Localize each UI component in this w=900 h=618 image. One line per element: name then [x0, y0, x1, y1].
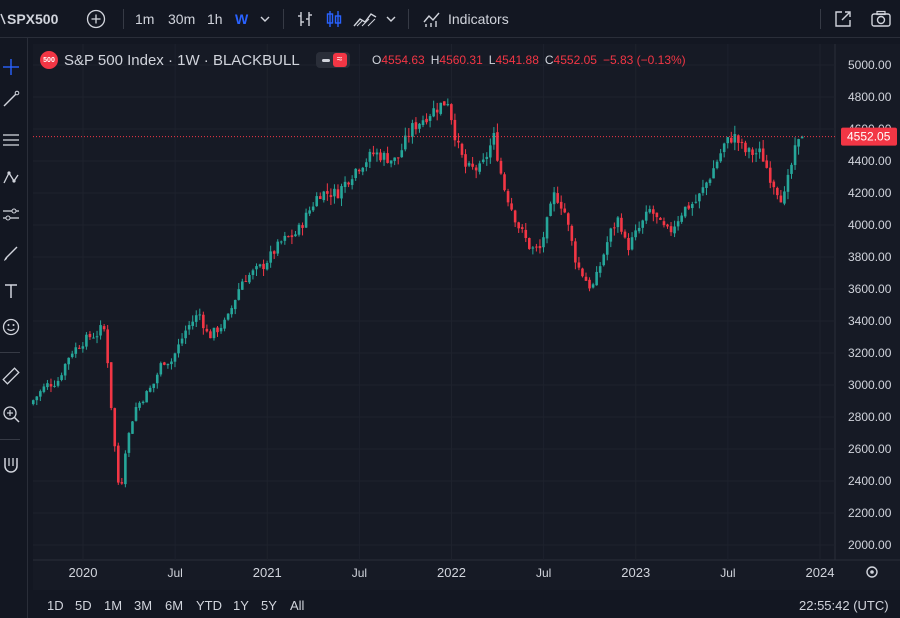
symbol-search[interactable]: SPX500 [7, 0, 58, 38]
pattern-tool[interactable] [0, 167, 22, 189]
text-icon [5, 284, 17, 298]
range-6m[interactable]: 6M [165, 598, 184, 613]
indicators-label: Indicators [448, 11, 509, 27]
close-value: 4552.05 [553, 53, 597, 67]
candles-icon [326, 11, 342, 27]
brush-icon [4, 246, 18, 261]
interval-label: 30m [168, 11, 196, 27]
bars-icon [298, 12, 312, 26]
interval-label: 1m [135, 11, 155, 27]
interval-label: W [235, 11, 249, 27]
symbol-label: SPX500 [7, 11, 59, 27]
crosshair-icon [3, 59, 19, 75]
fib-tool[interactable] [0, 129, 22, 151]
interval-dropdown[interactable] [259, 0, 271, 38]
separator [0, 439, 20, 440]
brush-tool[interactable] [0, 242, 22, 264]
low-value: 4541.88 [495, 53, 539, 67]
ruler-tool[interactable] [0, 365, 22, 387]
range-1m[interactable]: 1M [104, 598, 123, 613]
legend-toggle[interactable]: ≈ [315, 52, 350, 68]
sliders-icon [3, 208, 19, 221]
zoom-tool[interactable] [0, 403, 22, 425]
interval-1m[interactable]: 1m [135, 0, 154, 38]
crosshair-tool[interactable] [0, 56, 22, 78]
range-5y[interactable]: 5Y [261, 598, 277, 613]
range-1y[interactable]: 1Y [233, 598, 249, 613]
utc-clock[interactable]: 22:55:42 (UTC) [799, 598, 889, 613]
separator [283, 9, 284, 29]
open-value: 4554.63 [381, 53, 425, 67]
range-all[interactable]: All [290, 598, 305, 613]
chevron-down-icon [386, 16, 396, 22]
snapshot-share-button[interactable] [833, 0, 853, 38]
symbol-title: S&P 500 Index · 1W · BLACKBULL [64, 51, 300, 69]
separator [123, 9, 124, 29]
minus-icon [321, 58, 330, 62]
chart-legend[interactable]: 500 S&P 500 Index · 1W · BLACKBULL ≈ [40, 50, 350, 70]
magnet-tool[interactable] [0, 454, 22, 476]
ruler-icon [2, 367, 20, 385]
low-label: L [488, 53, 496, 67]
range-3m[interactable]: 3M [134, 598, 153, 613]
interval-label: 1h [207, 11, 223, 27]
interval-1h[interactable]: 1h [207, 0, 223, 38]
chevron-down-icon [260, 16, 270, 22]
separator [0, 352, 20, 353]
drawing-toolbar [0, 38, 28, 618]
emoji-tool[interactable] [0, 316, 22, 338]
zoom-in-icon [3, 406, 20, 423]
chart-type-dropdown[interactable] [385, 0, 397, 38]
close-label: C [544, 53, 554, 67]
interval-w[interactable]: W [235, 0, 248, 38]
separator [820, 9, 821, 29]
menu-edge-icon[interactable] [0, 0, 8, 38]
trendline-icon [3, 90, 20, 107]
bars-style-button[interactable] [295, 0, 315, 38]
text-tool[interactable] [0, 280, 22, 302]
ohlc-values: O 4554.63 H 4560.31 L 4541.88 C 4552.05 −5.8… [372, 50, 692, 70]
separator [408, 9, 409, 29]
open-label: O [372, 53, 382, 67]
candles-style-button[interactable] [324, 0, 344, 38]
high-value: 4560.31 [439, 53, 483, 67]
forecast-tool[interactable] [0, 204, 22, 226]
compare-add-button[interactable] [86, 0, 106, 38]
bottom-toolbar: 1D 5D 1M 3M 6M YTD 1Y 5Y All 22:55:42 (U… [28, 594, 900, 618]
indicators-icon [423, 12, 440, 27]
plus-circle-icon [86, 9, 106, 29]
symbol-logo: 500 [40, 51, 58, 69]
expand-share-icon [835, 11, 851, 27]
indicators-button[interactable]: Indicators [422, 0, 509, 38]
horizontal-lines-icon [3, 134, 19, 146]
smiley-icon [2, 318, 20, 336]
area-chart-icon [353, 13, 377, 27]
magnet-icon [4, 458, 18, 473]
interval-30m[interactable]: 30m [168, 0, 195, 38]
range-5d[interactable]: 5D [75, 598, 92, 613]
camera-button[interactable] [870, 0, 892, 38]
top-toolbar: SPX500 1m 30m 1h W [0, 0, 900, 38]
trendline-tool[interactable] [0, 88, 22, 110]
pattern-icon [3, 171, 19, 184]
chart-pane[interactable] [33, 44, 900, 590]
area-style-button[interactable] [352, 0, 378, 38]
high-label: H [430, 53, 440, 67]
camera-icon [871, 10, 891, 27]
wave-icon: ≈ [332, 53, 347, 67]
range-ytd[interactable]: YTD [196, 598, 222, 613]
change-value: −5.83 (−0.13%) [602, 53, 686, 67]
range-1d[interactable]: 1D [47, 598, 64, 613]
